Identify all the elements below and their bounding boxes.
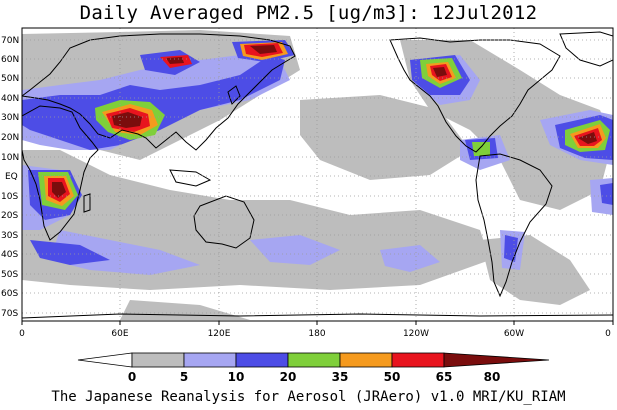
pm25-fields xyxy=(22,30,613,320)
colorbar-tick-label: 0 xyxy=(128,370,136,384)
lat-label: 70S xyxy=(1,309,18,319)
lat-label: 10N xyxy=(1,153,19,163)
lat-label: 50N xyxy=(1,74,19,84)
pm25-over-80-areas xyxy=(52,45,597,198)
colorbar-bin-10-20 xyxy=(183,352,237,368)
credit-line: The Japanese Reanalysis for Aerosol (JRA… xyxy=(51,389,566,405)
lon-label: 0 xyxy=(605,329,611,339)
colorbar-tick-label: 20 xyxy=(280,370,297,384)
colorbar-labels: 0 5 10 20 35 50 65 80 xyxy=(128,370,501,384)
colorbar-bin-65-80 xyxy=(391,352,445,368)
lon-label: 60E xyxy=(111,329,128,339)
lon-label: 120E xyxy=(208,329,231,339)
north-america-coast xyxy=(389,37,561,153)
colorbar-bin-35-50 xyxy=(287,352,341,368)
colorbar-bin-5-10 xyxy=(131,352,185,368)
colorbar-bin-20-35 xyxy=(235,352,289,368)
greenland-coast xyxy=(559,31,613,67)
lat-label: 40S xyxy=(1,250,18,260)
lat-label: 50S xyxy=(1,270,18,280)
africa-coast xyxy=(22,105,99,241)
south-america-coast xyxy=(475,153,553,298)
colorbar-bin-over-80 xyxy=(443,352,550,368)
lat-label: 10S xyxy=(1,192,18,202)
colorbar-bins xyxy=(77,352,550,368)
colorbar-tick-label: 10 xyxy=(228,370,245,384)
indonesia-coast xyxy=(169,169,212,187)
lat-label: EQ xyxy=(5,172,18,182)
latitude-labels: 70N 60N 50N 40N 30N 20N 10N EQ 10S 20S 3… xyxy=(1,36,19,319)
colorbar-tick-label: 65 xyxy=(436,370,453,384)
coastlines xyxy=(22,31,613,319)
europe-asia-coast xyxy=(22,33,296,151)
lon-label: 0 xyxy=(19,329,25,339)
colorbar-tick-label: 5 xyxy=(180,370,188,384)
colorbar-bin-0-5 xyxy=(77,352,133,368)
lat-label: 40N xyxy=(1,94,19,104)
lat-label: 30S xyxy=(1,231,18,241)
colorbar-tick-label: 35 xyxy=(332,370,349,384)
colorbar-tick-label: 50 xyxy=(384,370,401,384)
lat-label: 60S xyxy=(1,289,18,299)
lon-label: 60W xyxy=(504,329,524,339)
australia-coast xyxy=(193,195,255,249)
lon-label: 120W xyxy=(403,329,429,339)
lat-label: 70N xyxy=(1,36,19,46)
colorbar-bin-50-65 xyxy=(339,352,393,368)
colorbar-tick-label: 80 xyxy=(484,370,501,384)
map-title: Daily Averaged PM2.5 [ug/m3]: 12Jul2012 xyxy=(79,2,538,24)
axis-ticks xyxy=(21,321,614,325)
lat-label: 20N xyxy=(1,133,19,143)
antarctica-coast xyxy=(22,313,613,319)
japan-coast xyxy=(227,85,241,105)
lat-label: 20S xyxy=(1,211,18,221)
graticule xyxy=(22,28,613,321)
madagascar-coast xyxy=(83,193,91,213)
lat-label: 30N xyxy=(1,113,19,123)
lon-label: 180 xyxy=(308,329,325,339)
longitude-labels: 0 60E 120E 180 120W 60W 0 xyxy=(19,329,611,339)
lat-label: 60N xyxy=(1,55,19,65)
